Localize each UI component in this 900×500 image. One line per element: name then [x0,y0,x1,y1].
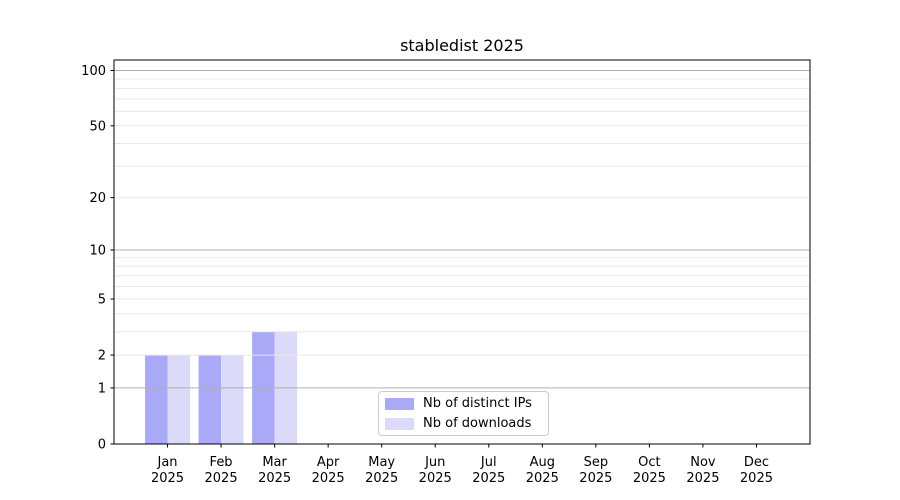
legend-label-distinct-ips: Nb of distinct IPs [423,396,532,411]
x-tick-label-month: Apr [317,455,340,470]
x-tick-label-month: Mar [262,455,287,470]
x-tick-label-year: 2025 [419,471,452,486]
x-tick-label-month: Jul [480,455,497,470]
x-tick-label-year: 2025 [205,471,238,486]
x-tick-label-month: Jun [424,455,445,470]
x-tick-label-month: Nov [690,455,716,470]
legend-label-downloads: Nb of downloads [423,416,532,431]
y-tick-label: 1 [98,381,106,396]
x-tick-label-month: Aug [530,455,555,470]
y-tick-label: 2 [98,349,106,364]
x-tick-label-year: 2025 [740,471,773,486]
x-tick-label-month: May [368,455,395,470]
bar-distinct-ips [198,355,222,444]
y-tick-label: 10 [89,243,106,258]
y-tick-label: 0 [98,438,106,453]
x-tick-label-year: 2025 [312,471,345,486]
bar-downloads [167,355,191,444]
x-tick-label-year: 2025 [258,471,291,486]
x-tick-label-month: Oct [638,455,660,470]
x-tick-label-month: Dec [744,455,769,470]
y-tick-label: 100 [81,64,106,79]
x-tick-label-year: 2025 [686,471,719,486]
legend-item-distinct-ips: Nb of distinct IPs [385,394,548,414]
x-tick-label-month: Sep [584,455,609,470]
legend-swatch-distinct-ips [385,397,414,410]
x-tick-label-year: 2025 [151,471,184,486]
x-tick-label-month: Jan [157,455,178,470]
legend-swatch-downloads [385,417,414,430]
plot-border [113,59,811,445]
y-tick-label: 20 [89,191,106,206]
bar-distinct-ips [145,355,168,444]
legend-item-downloads: Nb of downloads [385,414,548,434]
x-tick-label-year: 2025 [579,471,612,486]
legend: Nb of distinct IPs Nb of downloads [378,391,549,436]
x-tick-label-year: 2025 [633,471,666,486]
chart-title: stabledist 2025 [400,36,524,55]
x-tick-label-year: 2025 [472,471,505,486]
bar-downloads [221,355,244,444]
y-tick-label: 50 [89,119,106,134]
x-tick-label-year: 2025 [526,471,559,486]
x-tick-label-year: 2025 [365,471,398,486]
x-tick-label-month: Feb [210,455,233,470]
y-tick-label: 5 [98,292,106,307]
